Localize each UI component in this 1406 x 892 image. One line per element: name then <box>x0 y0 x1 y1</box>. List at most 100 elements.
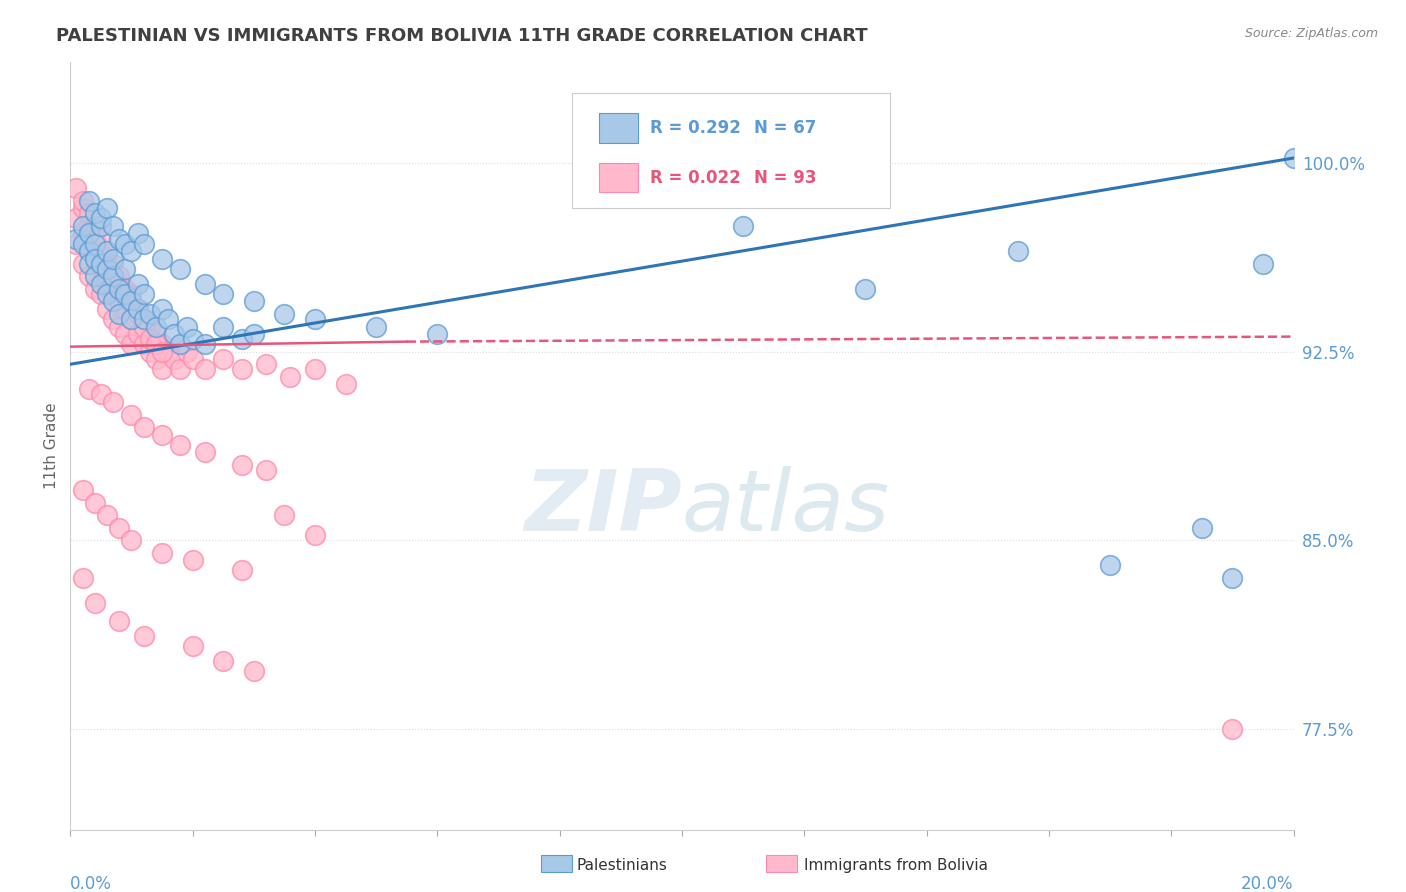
Point <box>77 269 100 284</box>
Point <box>121 244 143 258</box>
Point <box>127 307 149 321</box>
Point <box>83 495 105 509</box>
Point <box>366 319 388 334</box>
Point <box>121 294 143 309</box>
Point <box>108 277 131 291</box>
Point <box>145 319 167 334</box>
Point <box>83 206 105 220</box>
Point <box>212 654 235 668</box>
Point <box>77 227 100 241</box>
Point <box>114 236 136 251</box>
Point <box>194 337 217 351</box>
Point <box>96 257 118 271</box>
Point <box>1251 257 1274 271</box>
Point <box>139 307 162 321</box>
Point <box>101 252 124 266</box>
Point <box>194 362 217 376</box>
Point <box>127 327 149 342</box>
Point <box>77 244 100 258</box>
Point <box>304 362 326 376</box>
Point <box>83 282 105 296</box>
Point <box>121 286 143 301</box>
Point <box>132 337 155 351</box>
Point <box>127 301 149 316</box>
Point <box>101 286 124 301</box>
Point <box>139 319 162 334</box>
Point <box>108 282 131 296</box>
Point <box>83 596 105 610</box>
Point <box>212 352 235 367</box>
Point <box>90 261 112 276</box>
Point <box>121 533 143 548</box>
Point <box>194 277 217 291</box>
Point <box>77 219 100 233</box>
Point <box>90 387 112 401</box>
Point <box>77 194 100 208</box>
Point <box>273 508 295 523</box>
Point <box>90 257 112 271</box>
Point <box>169 261 191 276</box>
Point <box>176 319 198 334</box>
Point <box>1220 571 1243 585</box>
Point <box>72 219 94 233</box>
Text: PALESTINIAN VS IMMIGRANTS FROM BOLIVIA 11TH GRADE CORRELATION CHART: PALESTINIAN VS IMMIGRANTS FROM BOLIVIA 1… <box>56 27 868 45</box>
Point <box>121 312 143 326</box>
Point <box>150 344 173 359</box>
Point <box>72 202 94 216</box>
Point <box>90 211 112 226</box>
Point <box>304 312 326 326</box>
Point <box>181 332 204 346</box>
Point <box>132 286 155 301</box>
Point <box>96 286 118 301</box>
Point <box>96 261 118 276</box>
Point <box>254 463 277 477</box>
Point <box>108 319 131 334</box>
Point <box>855 282 877 296</box>
Point <box>72 227 94 241</box>
Text: Palestinians: Palestinians <box>576 858 668 872</box>
Point <box>72 571 94 585</box>
Point <box>139 332 162 346</box>
Point <box>169 438 191 452</box>
Text: Source: ZipAtlas.com: Source: ZipAtlas.com <box>1244 27 1378 40</box>
Point <box>127 277 149 291</box>
Point <box>83 252 105 266</box>
Point <box>145 327 167 342</box>
Point <box>145 337 167 351</box>
Y-axis label: 11th Grade: 11th Grade <box>44 402 59 490</box>
Point <box>121 312 143 326</box>
Text: N = 93: N = 93 <box>754 169 817 186</box>
Point <box>65 236 87 251</box>
Point <box>114 327 136 342</box>
Point <box>163 352 186 367</box>
Point <box>65 231 87 245</box>
Point <box>1007 244 1029 258</box>
Point <box>169 362 191 376</box>
Point <box>101 312 124 326</box>
Point <box>243 327 266 342</box>
Point <box>101 219 124 233</box>
Point <box>121 337 143 351</box>
Text: N = 67: N = 67 <box>754 119 817 137</box>
Point <box>231 332 253 346</box>
Point <box>150 546 173 560</box>
Point <box>108 269 131 284</box>
Point <box>83 219 105 233</box>
Point <box>77 206 100 220</box>
Point <box>243 664 266 678</box>
Point <box>231 458 253 472</box>
Point <box>90 231 112 245</box>
Point <box>150 337 173 351</box>
Text: R = 0.022: R = 0.022 <box>650 169 741 186</box>
Point <box>83 231 105 245</box>
Point <box>90 244 112 258</box>
Point <box>163 327 186 342</box>
Point <box>121 294 143 309</box>
Point <box>90 219 112 233</box>
Point <box>108 294 131 309</box>
Point <box>114 286 136 301</box>
Point <box>132 420 155 434</box>
Text: 20.0%: 20.0% <box>1241 875 1294 892</box>
Point <box>72 257 94 271</box>
Point <box>96 244 118 258</box>
